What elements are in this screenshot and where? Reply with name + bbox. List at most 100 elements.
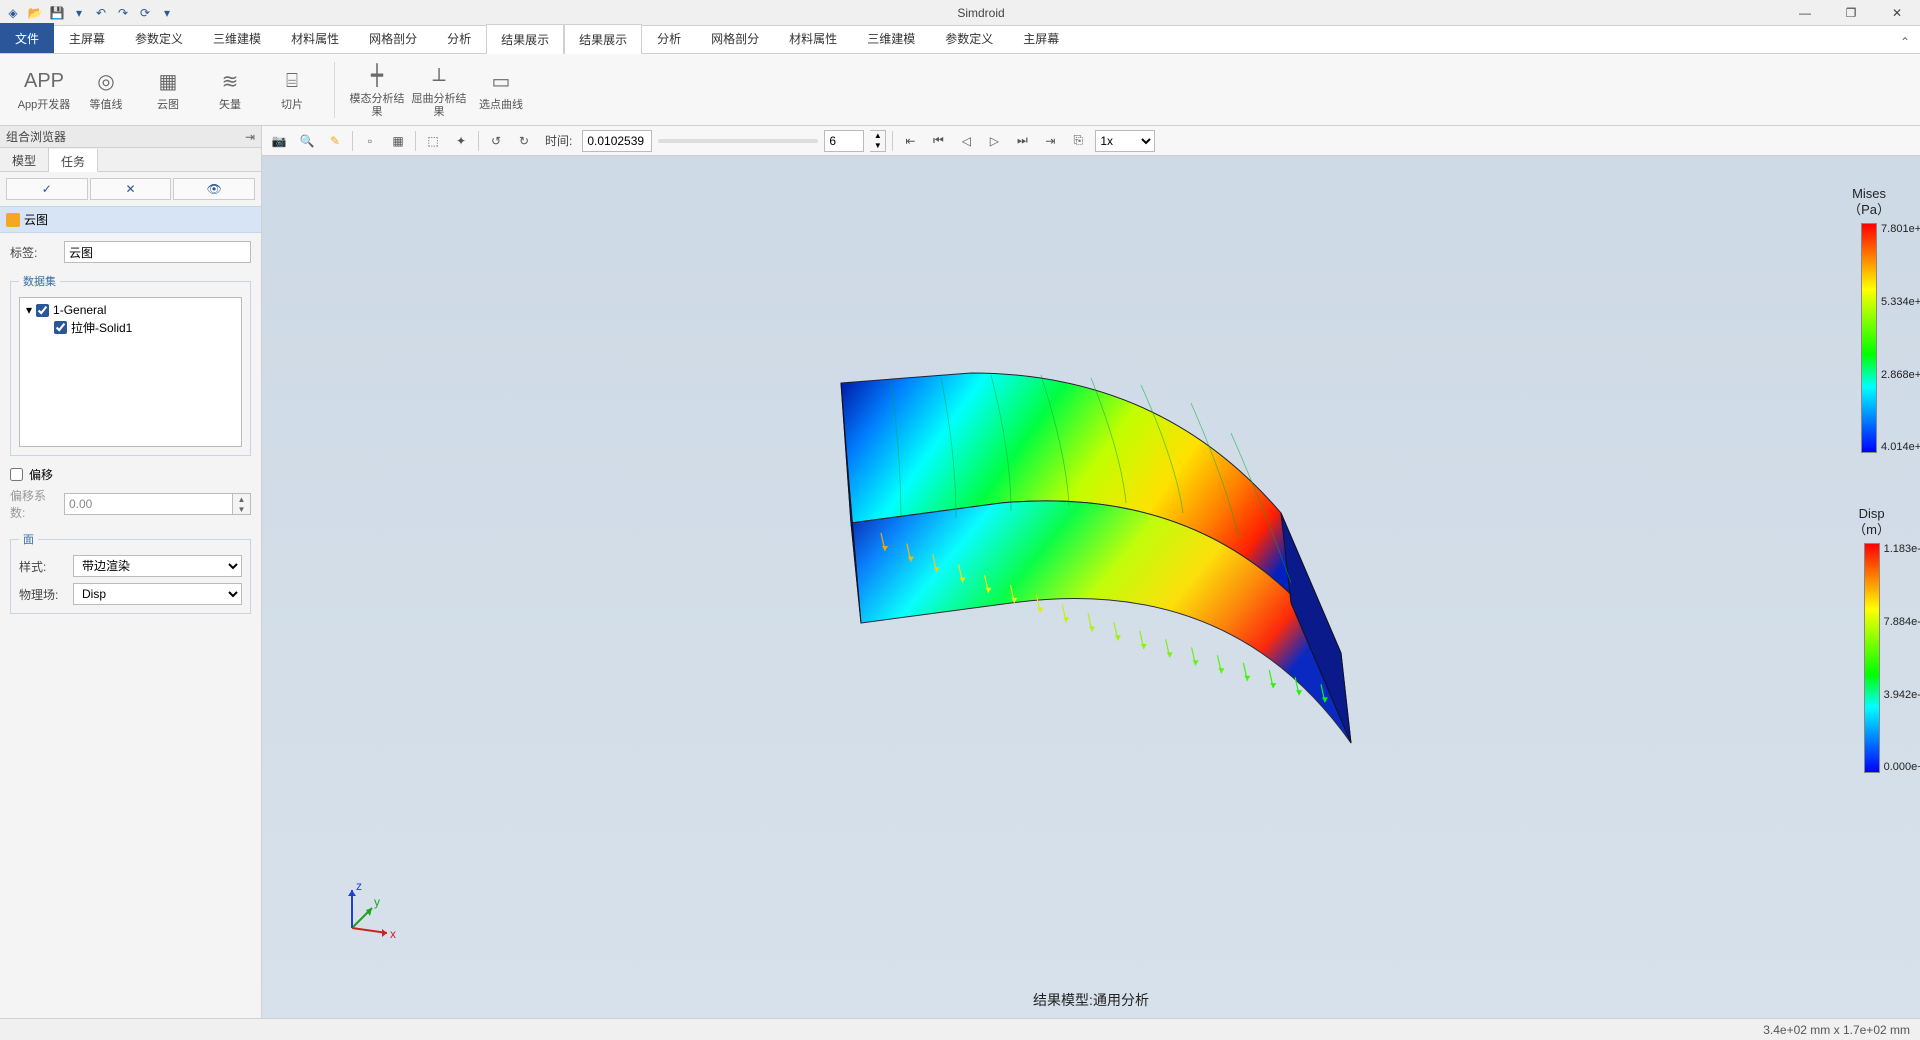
- legend-tick: 4.014e+02: [1881, 441, 1920, 453]
- dropdown-icon[interactable]: ▾: [70, 4, 88, 22]
- axis-triad: x y z: [332, 878, 402, 948]
- rotate-ccw-icon[interactable]: ↺: [485, 130, 507, 152]
- status-bar: 3.4e+02 mm x 1.7e+02 mm: [0, 1018, 1920, 1040]
- task-node-label: 云图: [24, 211, 48, 228]
- pin-icon[interactable]: ⇥: [245, 130, 255, 144]
- ribbon-tab-4[interactable]: 网格剖分: [696, 23, 774, 53]
- slice-button[interactable]: ⌸切片: [264, 60, 320, 120]
- cube-icon[interactable]: ▫: [359, 130, 381, 152]
- vector-label: 矢量: [219, 99, 241, 111]
- tree-item[interactable]: ▾ 1-General: [26, 302, 235, 318]
- ribbon-tab-4[interactable]: 网格剖分: [354, 23, 432, 53]
- legend-title: Disp（m）: [1853, 506, 1890, 537]
- contour-line-icon: ◎: [92, 67, 120, 95]
- refresh-icon[interactable]: ⟳: [136, 4, 154, 22]
- contour-line-label: 等值线: [90, 99, 123, 111]
- goto-start-icon[interactable]: ⇤: [899, 130, 921, 152]
- minimize-button[interactable]: —: [1782, 0, 1828, 26]
- lp-tab-0[interactable]: 模型: [0, 148, 49, 171]
- axis-icon[interactable]: ✦: [450, 130, 472, 152]
- close-button[interactable]: ✕: [1874, 0, 1920, 26]
- spin-up-icon[interactable]: ▲: [233, 494, 250, 504]
- maximize-button[interactable]: ❐: [1828, 0, 1874, 26]
- modal-result-label: 模态分析结果: [349, 93, 405, 117]
- open-icon[interactable]: 📂: [26, 4, 44, 22]
- ribbon-tab-5[interactable]: 分析: [642, 23, 696, 53]
- app-dev-button[interactable]: APPApp开发器: [16, 60, 72, 120]
- highlight-icon[interactable]: ✎: [324, 130, 346, 152]
- modal-result-icon: ┿: [363, 61, 391, 89]
- label-input[interactable]: [64, 241, 251, 263]
- ribbon-tab-0[interactable]: 主屏幕: [1008, 23, 1074, 53]
- tree-checkbox[interactable]: [54, 321, 67, 334]
- left-panel-header: 组合浏览器 ⇥: [0, 126, 261, 148]
- tree-item[interactable]: 拉伸-Solid1: [26, 318, 235, 337]
- cloud-map-button[interactable]: ▦云图: [140, 60, 196, 120]
- offset-group: 偏移 偏移系数: ▲▼: [10, 466, 251, 521]
- point-curve-button[interactable]: ▭选点曲线: [473, 60, 529, 120]
- tree-checkbox[interactable]: [36, 304, 49, 317]
- step-down-icon[interactable]: ▼: [870, 141, 885, 151]
- legend-tick: 1.183e-06: [1884, 543, 1920, 555]
- svg-text:x: x: [390, 927, 396, 941]
- select-icon[interactable]: ⬚: [422, 130, 444, 152]
- step-input[interactable]: [824, 130, 864, 152]
- undo-icon[interactable]: ↶: [92, 4, 110, 22]
- export-icon[interactable]: ⎘: [1067, 130, 1089, 152]
- field-select[interactable]: Disp: [73, 583, 242, 605]
- legend-tick: 0.000e+00: [1884, 761, 1920, 773]
- legend-0: Mises（Pa） 7.801e+035.334e+032.868e+034.0…: [1848, 186, 1890, 453]
- confirm-button[interactable]: ✓: [6, 178, 88, 200]
- offset-coef-input: [64, 493, 233, 515]
- vector-button[interactable]: ≋矢量: [202, 60, 258, 120]
- contour-line-button[interactable]: ◎ 等值线: [78, 60, 134, 120]
- canvas[interactable]: x y z Mises（Pa） 7.801e+035.334e+032.868e…: [262, 156, 1920, 1018]
- offset-checkbox[interactable]: [10, 468, 23, 481]
- save-icon[interactable]: 💾: [48, 4, 66, 22]
- modal-result-button[interactable]: ┿ 模态分析结果: [349, 60, 405, 120]
- legend-tick: 3.942e-07: [1884, 689, 1920, 701]
- chevron-down-icon[interactable]: ▾: [26, 303, 32, 317]
- file-tab[interactable]: 文件: [0, 23, 54, 53]
- preview-button[interactable]: 👁: [173, 178, 255, 200]
- play-icon[interactable]: ▷: [983, 130, 1005, 152]
- ribbon-tab-3[interactable]: 材料属性: [276, 23, 354, 53]
- ribbon-tab-1[interactable]: 参数定义: [120, 23, 198, 53]
- skip-back-icon[interactable]: ⏮: [927, 130, 949, 152]
- dataset-tree: ▾ 1-General 拉伸-Solid1: [19, 297, 242, 447]
- ribbon-collapse-icon[interactable]: ⌃: [1890, 31, 1920, 53]
- zoom-icon[interactable]: 🔍: [296, 130, 318, 152]
- ribbon-tab-6[interactable]: 结果展示: [564, 24, 642, 54]
- ribbon-tab-5[interactable]: 分析: [432, 23, 486, 53]
- ribbon-tab-2[interactable]: 三维建模: [198, 23, 276, 53]
- rotate-cw-icon[interactable]: ↻: [513, 130, 535, 152]
- ribbon-tab-3[interactable]: 材料属性: [774, 23, 852, 53]
- play-back-icon[interactable]: ◁: [955, 130, 977, 152]
- style-label: 样式:: [19, 558, 67, 575]
- step-up-icon[interactable]: ▲: [870, 131, 885, 141]
- status-dimensions: 3.4e+02 mm x 1.7e+02 mm: [1763, 1023, 1910, 1037]
- ribbon-tab-6[interactable]: 结果展示: [486, 24, 564, 54]
- left-panel-title: 组合浏览器: [6, 128, 66, 145]
- time-input[interactable]: [582, 130, 652, 152]
- qat-more-icon[interactable]: ▾: [158, 4, 176, 22]
- task-node[interactable]: 云图: [0, 206, 261, 233]
- ribbon-tab-1[interactable]: 参数定义: [930, 23, 1008, 53]
- legend-tick: 7.801e+03: [1881, 223, 1920, 235]
- spin-down-icon[interactable]: ▼: [233, 504, 250, 514]
- camera-icon[interactable]: 📷: [268, 130, 290, 152]
- palette-icon[interactable]: ▦: [387, 130, 409, 152]
- buckling-result-button[interactable]: ⟂屈曲分析结果: [411, 60, 467, 120]
- skip-fwd-icon[interactable]: ⏭: [1011, 130, 1033, 152]
- cancel-button[interactable]: ✕: [90, 178, 172, 200]
- lp-tab-1[interactable]: 任务: [49, 149, 98, 172]
- goto-end-icon[interactable]: ⇥: [1039, 130, 1061, 152]
- main-area: 组合浏览器 ⇥ 模型任务 ✓ ✕ 👁 云图 标签: 数据集 ▾ 1-Genera…: [0, 126, 1920, 1018]
- redo-icon[interactable]: ↷: [114, 4, 132, 22]
- left-panel-tabs: 模型任务: [0, 148, 261, 172]
- style-select[interactable]: 带边渲染: [73, 555, 242, 577]
- speed-select[interactable]: 1x: [1095, 130, 1155, 152]
- time-slider[interactable]: [658, 139, 818, 143]
- ribbon-tab-0[interactable]: 主屏幕: [54, 23, 120, 53]
- ribbon-tab-2[interactable]: 三维建模: [852, 23, 930, 53]
